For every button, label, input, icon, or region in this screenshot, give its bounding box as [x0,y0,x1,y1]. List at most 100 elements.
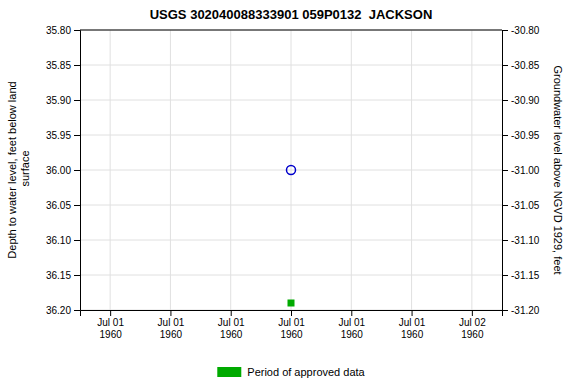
tick-mark [502,205,508,206]
frame-line [80,30,502,31]
tick-mark [502,310,508,311]
legend-swatch [217,367,241,377]
y2-axis: -30.80 -30.85 -30.90 -30.95 -31.00 -31.05 -31.… [502,25,540,316]
axis-line [503,31,509,311]
tick-mark [351,310,352,316]
tick-label-line: Jul 01 [278,317,305,328]
grid-line [411,30,412,310]
tick-label: -30.90 [511,95,540,106]
tick-mark [472,310,473,316]
tick-mark [74,240,80,241]
tick-label-line: Jul 02 [459,317,486,328]
tick: 35.80 [46,25,80,36]
tick: -30.85 [502,60,540,71]
tick-label: Jul 011960 [218,317,245,340]
tick-label: 35.90 [46,95,71,106]
tick: Jul 011960 [399,310,426,340]
tick-label: 35.95 [46,130,71,141]
tick-label-line: 1960 [341,329,364,340]
tick-mark [74,205,80,206]
tick-label: 36.15 [46,270,71,281]
tick-mark [502,240,508,241]
tick: 35.95 [46,130,80,141]
tick-label: -30.95 [511,130,540,141]
tick-label-line: 1960 [220,329,243,340]
grid-line [110,30,111,310]
tick: -30.95 [502,130,540,141]
tick-mark [502,30,508,31]
grid-line [291,30,292,310]
tick-label: -31.00 [511,165,540,176]
legend: Period of approved data [217,366,365,378]
tick-label: 36.20 [46,305,71,316]
axis-line [74,31,81,311]
tick-label-line: 1960 [401,329,424,340]
tick: Jul 011960 [158,310,185,340]
tick-mark [74,65,80,66]
tick-label-line: Jul 01 [218,317,245,328]
grid-line [351,30,352,310]
tick-label: 36.05 [46,200,71,211]
tick-label: 35.80 [46,25,71,36]
tick-label: Jul 021960 [459,317,486,340]
tick-mark [502,135,508,136]
tick-label-line: 1960 [280,329,303,340]
tick-mark [74,135,80,136]
tick-mark [110,310,111,316]
tick-label-line: Jul 01 [97,317,124,328]
y-axis: 35.8035.8535.9035.9536.0036.0536.1036.15… [46,25,81,316]
chart: Jul 011960Jul 011960Jul 011960Jul 011960… [0,0,576,384]
tick: 36.15 [46,270,80,281]
tick: 36.10 [46,235,80,246]
tick-label: -30.85 [511,60,540,71]
tick-label-line: 1960 [461,329,484,340]
tick-mark [74,170,80,171]
tick: Jul 011960 [338,310,365,340]
tick-mark [231,310,232,316]
tick-mark [502,65,508,66]
tick: 36.05 [46,200,80,211]
tick-label: Jul 011960 [338,317,365,340]
tick-label: -31.05 [511,200,540,211]
tick: 35.85 [46,60,80,71]
tick-label: Jul 011960 [97,317,124,340]
tick-label: 36.10 [46,235,71,246]
tick-mark [74,100,80,101]
tick-mark [291,310,292,316]
tick-label: Jul 011960 [158,317,185,340]
tick-label: Jul 011960 [399,317,426,340]
grid-line [80,30,502,31]
tick-label: -31.10 [511,235,540,246]
grid-line [170,30,171,310]
tick-label-line: 1960 [100,329,123,340]
tick: 35.90 [46,95,80,106]
y-axis-title: Depth to water level, feet below land su… [6,81,31,258]
tick: -31.20 [502,305,540,316]
grid [80,30,502,310]
y-axis-title-line: surface [19,150,31,189]
tick: -30.90 [502,95,540,106]
tick-mark [74,310,80,311]
tick-label-line: Jul 01 [338,317,365,328]
tick-mark [502,100,508,101]
tick: -30.80 [502,25,540,36]
tick-label: 35.85 [46,60,71,71]
x-axis: Jul 011960Jul 011960Jul 011960Jul 011960… [81,310,503,340]
legend-label: Period of approved data [247,366,365,378]
y2-axis-title: Groundwater level above NGVD 1929, feet [552,65,564,274]
tick: 36.20 [46,305,80,316]
tick-mark [74,30,80,31]
tick: Jul 011960 [278,310,305,340]
tick: Jul 011960 [218,310,245,340]
tick-label-line: Jul 01 [158,317,185,328]
tick: Jul 011960 [97,310,124,340]
tick: -31.15 [502,270,540,281]
tick-mark [502,275,508,276]
tick-mark [412,310,413,316]
tick-label-line: 1960 [160,329,183,340]
tick: -31.00 [502,165,540,176]
grid-line [230,30,231,310]
tick-mark [74,275,80,276]
grid-line [471,30,472,310]
point [287,166,296,175]
